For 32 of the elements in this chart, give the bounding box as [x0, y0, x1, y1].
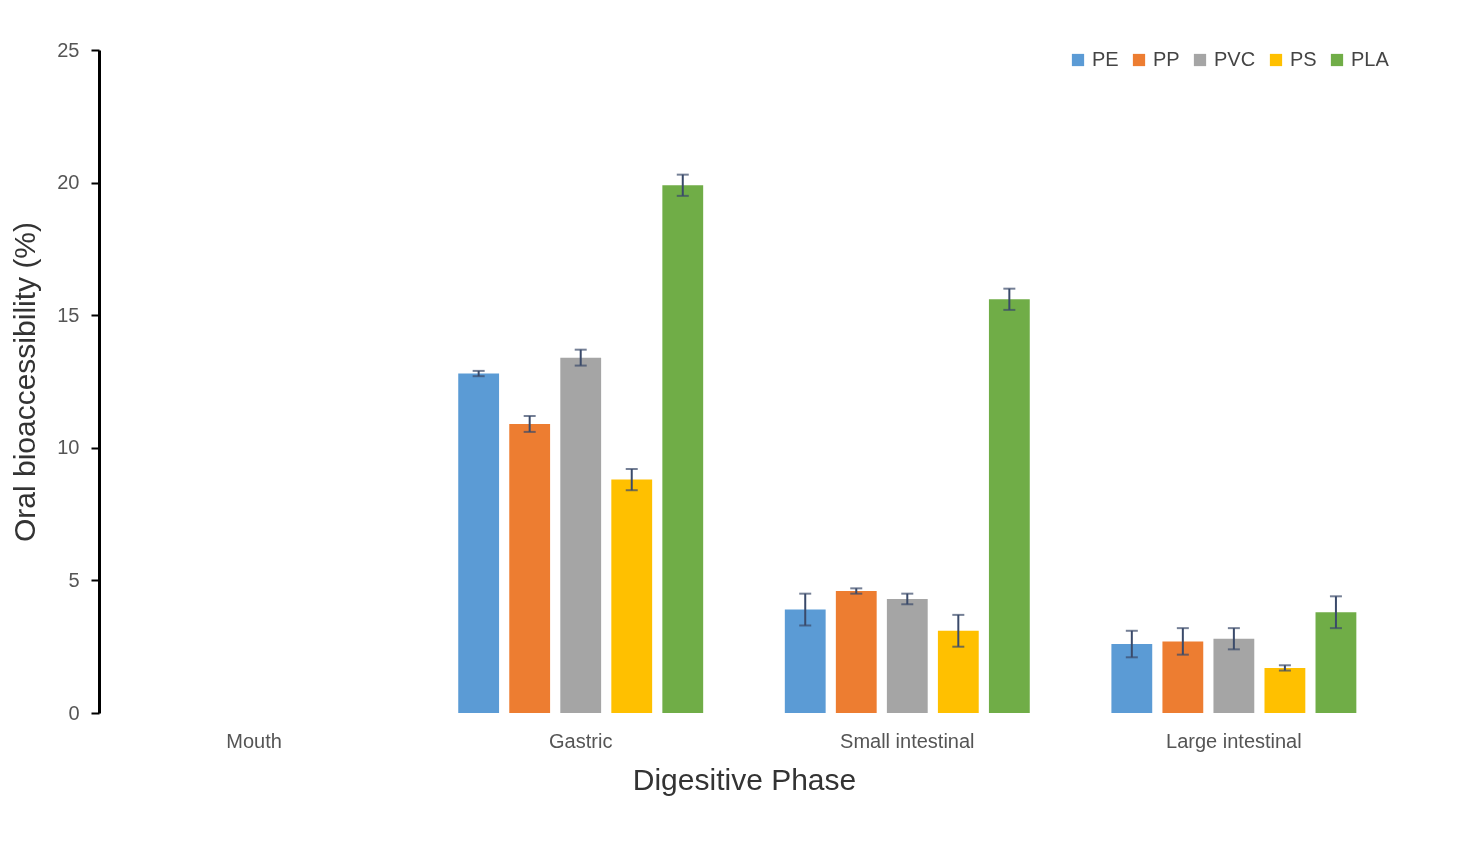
legend-label: PS: [1290, 48, 1317, 70]
bar: [1264, 667, 1306, 713]
bar: [662, 185, 704, 713]
y-tick-label: 25: [57, 38, 80, 61]
bar: [1162, 641, 1204, 713]
x-tick-label: Large intestinal: [1166, 729, 1302, 752]
bar: [611, 479, 653, 713]
bar: [1111, 644, 1153, 713]
x-tick-label: Small intestinal: [840, 729, 975, 752]
bar: [988, 299, 1030, 713]
legend-label: PP: [1153, 48, 1180, 70]
x-axis-title: Digesitive Phase: [632, 762, 857, 796]
bar: [458, 373, 500, 713]
bar: [509, 423, 551, 713]
y-tick-label: 0: [68, 701, 80, 724]
bar: [886, 598, 928, 713]
bar: [835, 591, 877, 713]
legend-label: PLA: [1351, 48, 1390, 70]
bar: [1213, 638, 1255, 713]
x-tick-label: Mouth: [226, 729, 282, 752]
bar: [1315, 612, 1357, 713]
y-tick-label: 5: [68, 568, 80, 591]
y-tick-label: 10: [57, 436, 80, 459]
bar: [560, 357, 602, 713]
legend-label: PE: [1092, 48, 1119, 70]
y-tick-label: 15: [57, 303, 80, 326]
legend-label: PVC: [1214, 48, 1256, 70]
y-axis-title: Oral bioaccessibility (%): [8, 221, 42, 543]
y-tick-label: 20: [57, 171, 80, 194]
bar: [784, 609, 826, 713]
x-tick-label: Gastric: [549, 729, 613, 752]
bar: [937, 630, 979, 713]
